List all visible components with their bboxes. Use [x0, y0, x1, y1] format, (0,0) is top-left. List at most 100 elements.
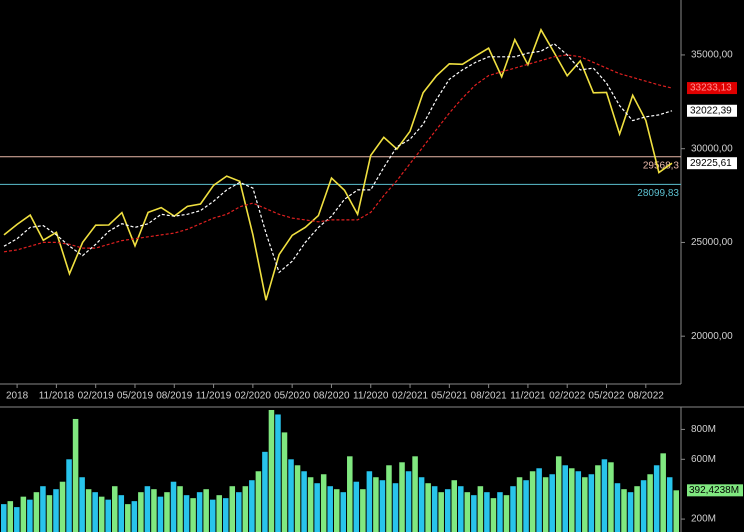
- volume-bar: [7, 501, 14, 532]
- volume-bar: [431, 486, 438, 532]
- volume-bar: [360, 489, 366, 532]
- volume-bar: [203, 489, 209, 532]
- volume-bar: [510, 486, 516, 532]
- x-tick-label: 11/2018: [39, 391, 75, 402]
- volume-bar: [268, 409, 275, 532]
- volume-bar: [209, 499, 216, 532]
- volume-bar: [399, 462, 405, 532]
- volume-bar: [673, 490, 679, 532]
- volume-bar: [458, 486, 464, 532]
- volume-bar: [111, 486, 118, 532]
- volume-bar: [582, 477, 588, 532]
- x-tick-label: 02/2020: [235, 391, 272, 402]
- y-tick-label: 800M: [691, 424, 716, 435]
- volume-bar: [177, 486, 183, 532]
- volume-bar: [490, 498, 497, 532]
- volume-bar: [46, 495, 53, 532]
- volume-bar: [523, 480, 529, 532]
- x-tick-label: 08/2020: [313, 391, 350, 402]
- x-tick-label: 05/2021: [431, 391, 468, 402]
- volume-bar: [157, 496, 164, 532]
- volume-bar: [516, 477, 523, 532]
- volume-bar: [314, 483, 320, 532]
- volume-bar: [125, 504, 131, 532]
- volume-bar: [275, 414, 281, 532]
- volume-bar: [33, 492, 40, 532]
- volume-bar: [666, 477, 673, 532]
- volume-bar: [20, 496, 27, 532]
- volume-bar: [72, 418, 79, 532]
- volume-bar: [660, 453, 666, 532]
- volume-bar: [536, 468, 542, 532]
- volume-bar: [320, 474, 327, 532]
- volume-bar: [288, 459, 294, 532]
- volume-bar: [196, 492, 203, 532]
- y-tick-label: 35000,00: [691, 50, 733, 61]
- volume-bar: [425, 483, 431, 532]
- volume-bar: [418, 477, 425, 532]
- volume-bar: [138, 492, 144, 532]
- y-tick-label: 20000,00: [691, 331, 733, 342]
- volume-bar: [392, 483, 399, 532]
- volume-bar: [170, 481, 177, 532]
- volume-bar: [151, 489, 157, 532]
- volume-bar: [92, 492, 98, 532]
- volume-bar: [242, 486, 249, 532]
- x-tick-label: 05/2022: [588, 391, 625, 402]
- volume-bar: [386, 465, 392, 532]
- moving-average-line: [3, 54, 673, 253]
- volume-bar: [327, 486, 333, 532]
- volume-bar: [53, 489, 59, 532]
- volume-bar: [236, 492, 242, 532]
- volume-bar: [497, 492, 503, 532]
- volume-bar: [307, 477, 314, 532]
- volume-bar: [653, 465, 660, 532]
- y-tick-label: 30000,00: [691, 143, 733, 154]
- volume-bar: [634, 486, 640, 532]
- price-label-box: [687, 104, 737, 117]
- price-label: 29225,61: [690, 158, 732, 169]
- volume-bar: [183, 495, 190, 532]
- volume-bar: [595, 465, 601, 532]
- volume-bar: [229, 486, 236, 532]
- volume-bar: [562, 465, 569, 532]
- x-tick-label: 11/2021: [510, 391, 546, 402]
- price-label: 32022,39: [690, 105, 732, 116]
- volume-bar: [438, 492, 444, 532]
- volume-bar: [366, 471, 373, 532]
- volume-bar: [588, 474, 595, 532]
- volume-bar: [164, 492, 170, 532]
- price-line: [3, 27, 673, 301]
- volume-bar: [222, 498, 229, 532]
- volume-bar: [555, 456, 562, 532]
- volume-label: 392,4238M: [689, 485, 739, 496]
- volume-bar: [549, 474, 555, 532]
- x-tick-label: 08/2021: [471, 391, 508, 402]
- volume-bar: [281, 432, 288, 532]
- x-tick-label: 08/2022: [628, 391, 665, 402]
- volume-bar: [464, 492, 471, 532]
- volume-bar: [640, 480, 647, 532]
- volume-bar: [621, 489, 627, 532]
- x-tick-label: 11/2020: [353, 391, 389, 402]
- volume-bar: [379, 480, 386, 532]
- volume-bar: [333, 489, 340, 532]
- price-label-box: [687, 82, 737, 95]
- price-label: 33233,13: [690, 83, 732, 94]
- volume-bar: [451, 480, 458, 532]
- volume-bar: [503, 495, 510, 532]
- volume-bar: [471, 495, 477, 532]
- volume-bar: [131, 501, 138, 532]
- volume-bar: [353, 481, 360, 532]
- x-tick-label: 08/2019: [156, 391, 193, 402]
- volume-bar: [444, 489, 451, 532]
- volume-label-box: [687, 484, 743, 497]
- volume-bar: [627, 492, 634, 532]
- volume-bar: [412, 456, 418, 532]
- x-tick-label: 11/2019: [196, 391, 232, 402]
- volume-bar: [255, 471, 262, 532]
- horizontal-line-label: 28099,83: [637, 188, 679, 199]
- volume-bar: [144, 486, 151, 532]
